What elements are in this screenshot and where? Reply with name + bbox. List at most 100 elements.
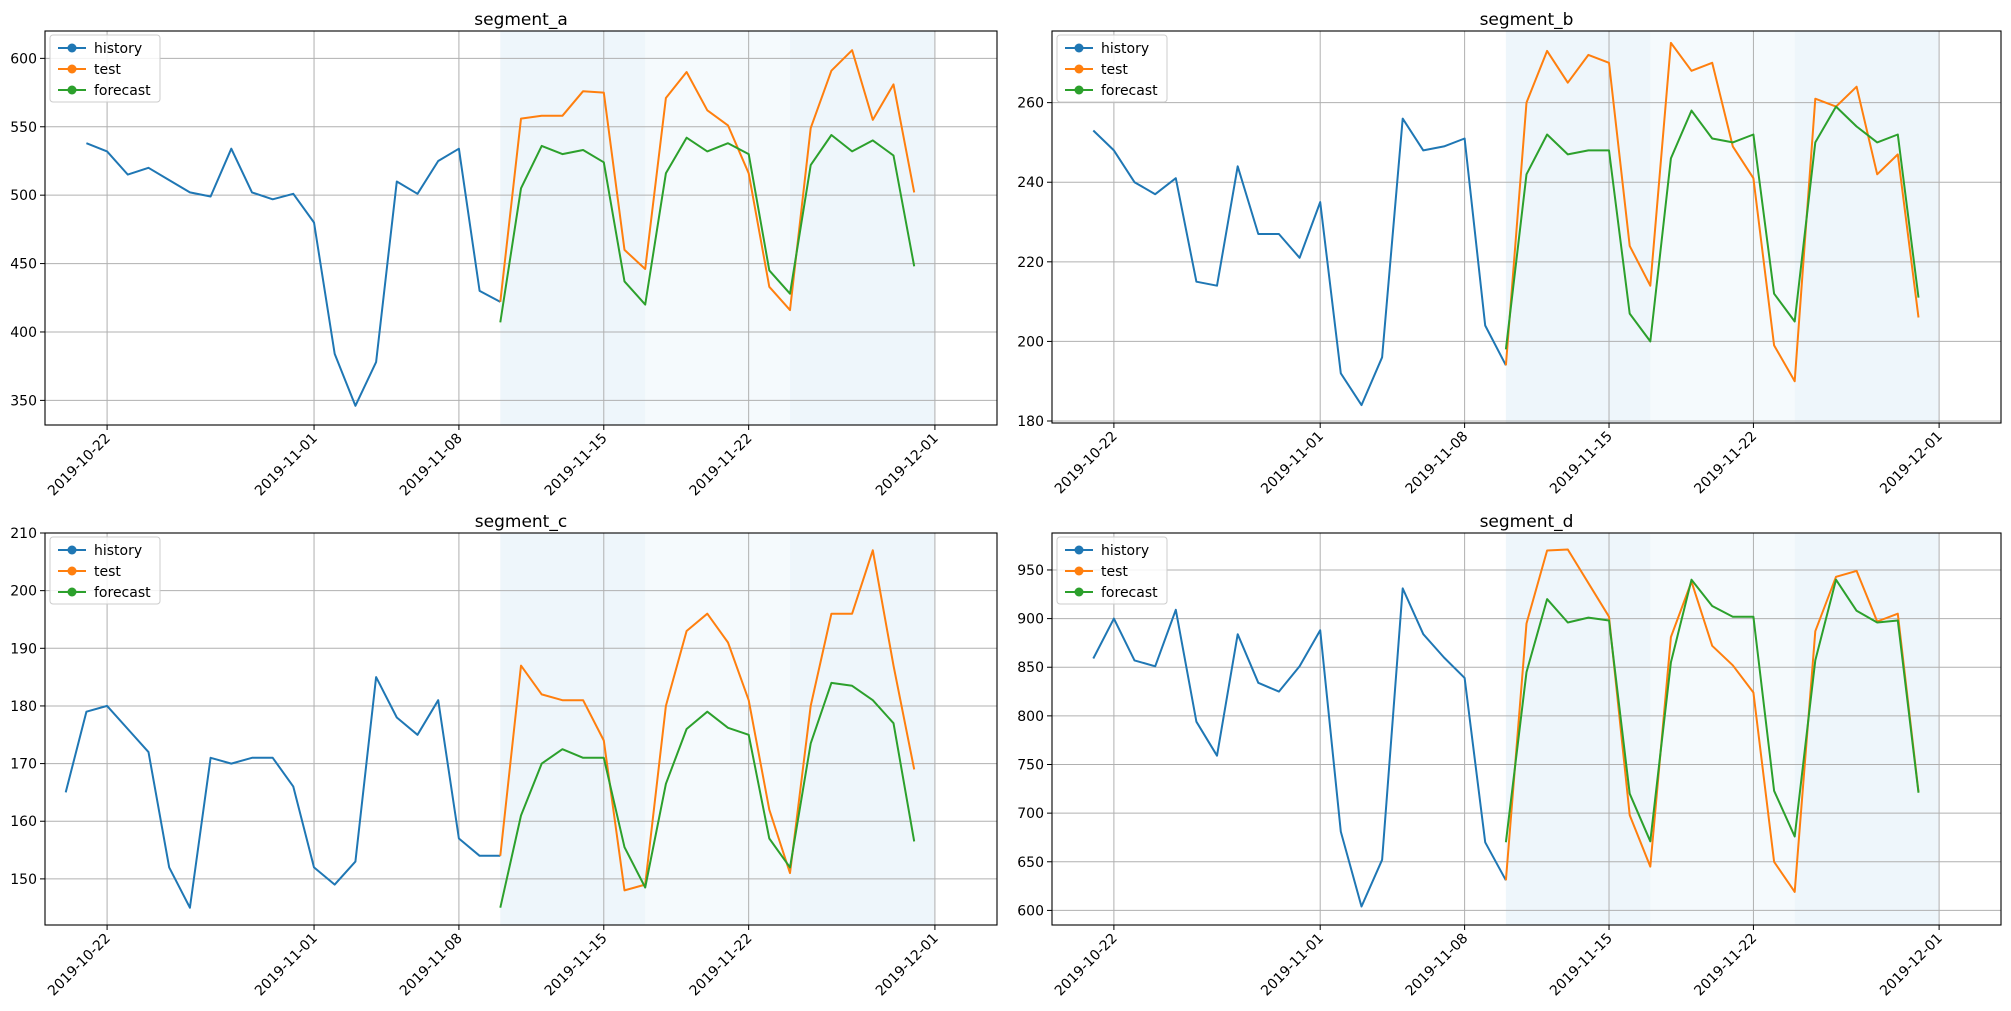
x-tick-label: 2019-11-01: [252, 931, 321, 1000]
x-tick-label: 2019-10-22: [45, 431, 114, 500]
y-tick-label: 650: [1017, 855, 1044, 871]
legend-label-test: test: [94, 564, 121, 580]
series-line-test: [1504, 548, 1920, 893]
y-tick-label: 180: [10, 699, 37, 715]
forecast-band: [645, 31, 791, 425]
subplot-segment_c: 2019-10-22 2019-11-01 2019-11-08 2019-11-15…: [10, 512, 998, 1000]
y-tick-label: 220: [1017, 255, 1044, 271]
x-tick-label: 2019-12-01: [1877, 931, 1946, 1000]
subplot-title: segment_d: [1480, 512, 1574, 532]
y-tick-label: 500: [10, 188, 37, 204]
forecast-band: [1650, 533, 1795, 925]
legend-frame: [49, 34, 161, 103]
series-line-forecast: [499, 134, 916, 323]
legend-frame: [49, 536, 161, 605]
y-tick-label: 260: [1017, 96, 1044, 112]
series-line-test: [499, 549, 916, 892]
y-tick-label: 550: [10, 120, 37, 136]
series-line-forecast: [499, 681, 916, 908]
y-tick-label: 700: [1017, 806, 1044, 822]
forecast-band: [1794, 533, 1940, 925]
forecast-band: [1794, 31, 1940, 423]
y-tick-label: 900: [1017, 612, 1044, 628]
x-tick-label: 2019-11-08: [1403, 931, 1472, 1000]
y-tick-label: 150: [10, 872, 37, 888]
legend-frame: [1056, 34, 1168, 103]
legend-label-test: test: [1101, 62, 1128, 78]
legend-label-forecast: forecast: [94, 83, 151, 99]
legend-label-forecast: forecast: [1101, 83, 1158, 99]
x-tick-label: 2019-11-22: [1691, 931, 1760, 1000]
legend-label-forecast: forecast: [94, 585, 151, 601]
y-tick-label: 350: [10, 393, 37, 409]
forecast-band: [500, 31, 646, 425]
legend-marker-test: [1074, 64, 1084, 74]
legend: history test forecast: [1056, 536, 1168, 605]
x-tick-label: 2019-12-01: [873, 431, 942, 500]
y-tick-label: 600: [10, 51, 37, 67]
x-tick-label: 2019-10-22: [45, 931, 114, 1000]
subplot-title: segment_a: [474, 10, 567, 30]
legend-marker-history: [1074, 43, 1084, 53]
x-tick-label: 2019-11-15: [1547, 429, 1616, 498]
y-tick-label: 210: [10, 526, 37, 542]
x-tick-label: 2019-11-22: [687, 931, 756, 1000]
legend-frame: [1056, 536, 1168, 605]
forecast-band: [1505, 31, 1651, 423]
y-tick-label: 240: [1017, 175, 1044, 191]
series-line-history: [86, 142, 501, 407]
legend-marker-test: [67, 566, 77, 576]
x-tick-label: 2019-11-15: [1547, 931, 1616, 1000]
axes-frame: [44, 30, 998, 426]
legend-marker-test: [1074, 566, 1084, 576]
x-tick-label: 2019-12-01: [873, 931, 942, 1000]
y-tick-label: 160: [10, 814, 37, 830]
x-tick-label: 2019-11-01: [252, 431, 321, 500]
y-tick-label: 400: [10, 325, 37, 341]
axes-frame: [1051, 532, 2002, 926]
x-tick-label: 2019-11-22: [687, 431, 756, 500]
x-tick-label: 2019-11-08: [397, 931, 466, 1000]
forecast-band: [790, 31, 935, 425]
legend-label-history: history: [1101, 543, 1149, 559]
legend-marker-forecast: [67, 587, 77, 597]
legend-label-test: test: [1101, 564, 1128, 580]
series-line-test: [499, 49, 916, 312]
forecast-band: [645, 533, 791, 925]
series-line-forecast: [1504, 105, 1920, 350]
legend: history test forecast: [49, 536, 161, 605]
x-tick-label: 2019-11-01: [1258, 931, 1327, 1000]
series-line-history: [1092, 587, 1507, 908]
series-line-history: [64, 676, 501, 909]
axes-frame: [1051, 30, 2002, 424]
y-tick-label: 950: [1017, 563, 1044, 579]
forecast-band: [500, 533, 646, 925]
x-tick-label: 2019-11-08: [397, 431, 466, 500]
y-tick-label: 190: [10, 641, 37, 657]
legend-label-history: history: [94, 543, 142, 559]
x-tick-label: 2019-10-22: [1052, 931, 1121, 1000]
x-tick-label: 2019-12-01: [1877, 429, 1946, 498]
legend-marker-forecast: [67, 85, 77, 95]
subplot-segment_a: 2019-10-22 2019-11-01 2019-11-08 2019-11-15…: [10, 10, 998, 500]
y-tick-label: 850: [1017, 660, 1044, 676]
y-tick-label: 180: [1017, 414, 1044, 430]
subplot-segment_d: 2019-10-22 2019-11-01 2019-11-08 2019-11-15…: [1017, 512, 2002, 1000]
forecast-band: [790, 533, 935, 925]
legend-marker-history: [67, 545, 77, 555]
series-line-test: [1504, 41, 1920, 383]
series-line-forecast: [1504, 578, 1920, 843]
legend-marker-history: [1074, 545, 1084, 555]
legend-label-history: history: [94, 41, 142, 57]
legend-marker-forecast: [1074, 587, 1084, 597]
x-tick-label: 2019-11-08: [1403, 429, 1472, 498]
axes-frame: [44, 532, 998, 926]
x-tick-label: 2019-11-22: [1691, 429, 1760, 498]
legend-label-test: test: [94, 62, 121, 78]
forecast-band: [1505, 533, 1651, 925]
legend-label-history: history: [1101, 41, 1149, 57]
subplot-title: segment_c: [475, 512, 567, 532]
subplot-segment_b: 2019-10-22 2019-11-01 2019-11-08 2019-11-15…: [1017, 10, 2002, 498]
legend-label-forecast: forecast: [1101, 585, 1158, 601]
